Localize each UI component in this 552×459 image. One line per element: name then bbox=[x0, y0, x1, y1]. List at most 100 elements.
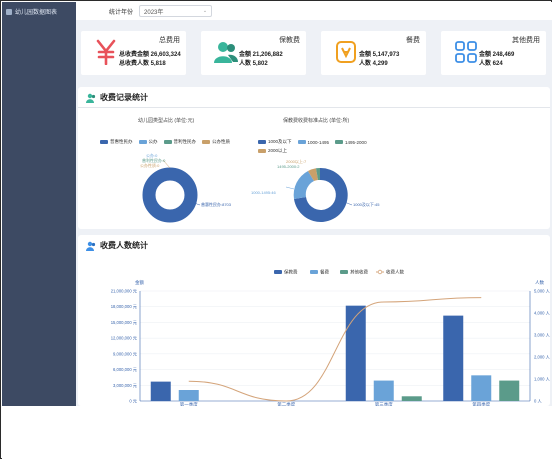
bar bbox=[401, 396, 422, 401]
card-line2: 人数 624 bbox=[479, 61, 503, 67]
card-total: 总费用 总收费金额 26,603,324 总收费人数 5,818 bbox=[81, 31, 186, 75]
people-panel-title: 收费人数统计 bbox=[86, 240, 148, 251]
bar bbox=[373, 380, 394, 401]
pie1-label-c: 公办性质:0 bbox=[140, 163, 160, 168]
pie1-legend: 普惠性民办 公办 普利性民办 公办性质 bbox=[100, 139, 250, 145]
pie1-label-b: 普利性民办:0 bbox=[142, 158, 166, 163]
y2-tick-label: 4,000 人 bbox=[534, 311, 550, 316]
y2-tick-label: 1,000 人 bbox=[534, 377, 550, 382]
card-other: 其他费用 金额 248,469 人数 624 bbox=[441, 31, 546, 75]
line-series bbox=[188, 297, 482, 402]
records-panel-title: 收费记录统计 bbox=[86, 92, 148, 103]
y-tick-label: 9,000,000 元 bbox=[113, 351, 137, 357]
pie2-leader bbox=[285, 186, 295, 190]
users-icon bbox=[213, 39, 239, 65]
pie2-label-b: 2000以上:7 bbox=[286, 159, 307, 164]
users-icon bbox=[86, 241, 96, 251]
year-label: 统计年份 bbox=[109, 9, 134, 16]
legend-item[interactable]: 普利性民办 bbox=[163, 139, 197, 145]
pie2-leader bbox=[341, 200, 353, 206]
legend-label: 其他收费 bbox=[350, 269, 368, 276]
card-title: 餐费 bbox=[406, 37, 420, 44]
divider bbox=[78, 107, 550, 108]
x-tick-label: 第三季度 bbox=[375, 401, 393, 406]
legend-swatch bbox=[340, 270, 348, 274]
y-tick-label: 21,000,000 元 bbox=[111, 289, 137, 295]
pie2-label-a: 1000-1495:46 bbox=[251, 190, 276, 195]
card-line1: 金额 5,147,973 bbox=[359, 52, 400, 58]
legend-label: 公办性质 bbox=[212, 139, 230, 144]
y-tick-label: 0 元 bbox=[129, 399, 137, 405]
y-tick-label: 12,000,000 元 bbox=[111, 336, 137, 342]
pie2-legend: 1000及以下 1000-1495 1495-2000 2000以上 bbox=[258, 139, 398, 154]
sidebar-item-charts[interactable]: 幼儿园数据图表 bbox=[6, 7, 57, 16]
people-panel: 收费人数统计 保教费 餐费 其他收费 收费人数 金额 人数 0 元 3,000,000 元 6,… bbox=[78, 235, 550, 406]
main-content: 统计年份 2023年 ⌄ 总费用 总收费金额 26,603,324 总收费人数 … bbox=[76, 2, 552, 406]
legend-label: 收费人数 bbox=[386, 269, 404, 276]
pie1-label-a: 公办:0 bbox=[146, 153, 158, 158]
card-line1: 金额 21,206,882 bbox=[239, 52, 283, 58]
y-tick-label: 18,000,000 元 bbox=[111, 304, 137, 310]
legend-label: 1000-1495 bbox=[307, 139, 330, 145]
users-icon bbox=[86, 93, 96, 103]
y2-tick-label: 3,000 人 bbox=[534, 333, 550, 338]
bar bbox=[499, 380, 520, 401]
legend-item[interactable]: 普惠性民办 bbox=[100, 139, 133, 145]
year-select[interactable]: 2023年 ⌄ bbox=[139, 5, 213, 17]
yen-icon bbox=[93, 39, 119, 65]
pie1-leader bbox=[187, 200, 201, 206]
legend-label: 1495-2000 bbox=[345, 139, 367, 145]
bar bbox=[471, 375, 492, 401]
panel-title-text: 收费人数统计 bbox=[100, 241, 148, 250]
sidebar: 幼儿园数据图表 bbox=[2, 2, 76, 406]
bar bbox=[443, 315, 464, 401]
chevron-down-icon: ⌄ bbox=[202, 8, 208, 14]
pie1-leader bbox=[162, 159, 171, 169]
y-tick-label: 3,000,000 元 bbox=[113, 383, 137, 389]
card-meal: 餐费 金额 5,147,973 人数 4,299 bbox=[321, 31, 426, 75]
x-tick-label: 第二季度 bbox=[277, 401, 295, 406]
legend-label: 保教费 bbox=[284, 269, 298, 276]
x-tick-label: 第四季度 bbox=[472, 401, 490, 406]
pie1-chart bbox=[142, 159, 201, 223]
pie2-label-c: 1495-2000:2 bbox=[277, 164, 300, 169]
pie2-label-main: 1000及以下:45 bbox=[353, 202, 380, 207]
pie1-slice-main[interactable] bbox=[142, 167, 198, 223]
card-line2: 总收费人数 5,818 bbox=[119, 61, 166, 67]
pie1-title: 幼儿园类型占比 (单位:元) bbox=[138, 118, 195, 124]
legend-label: 普利性民办 bbox=[173, 139, 197, 144]
chart-icon bbox=[6, 8, 12, 15]
card-title: 其他费用 bbox=[512, 37, 540, 44]
legend-label: 1000及以下 bbox=[268, 139, 292, 144]
card-title: 保教费 bbox=[279, 37, 300, 44]
legend-label: 普惠性民办 bbox=[110, 139, 133, 144]
pie2-chart bbox=[285, 167, 353, 222]
y2-tick-label: 5,000 人 bbox=[534, 289, 550, 294]
legend-item[interactable]: 公办 bbox=[138, 139, 158, 145]
pie2-slice-main[interactable] bbox=[294, 167, 348, 222]
card-title: 总费用 bbox=[159, 37, 180, 44]
legend-item[interactable]: 1000-1495 bbox=[297, 139, 330, 145]
y2-tick-label: 0 人 bbox=[534, 399, 542, 404]
y2-axis-label: 人数 bbox=[535, 279, 544, 286]
legend-item[interactable]: 1000及以下 bbox=[258, 139, 292, 145]
pie2-slice-c[interactable] bbox=[316, 168, 320, 180]
card-line2: 人数 4,299 bbox=[359, 61, 388, 67]
legend-swatch bbox=[377, 269, 383, 275]
card-line2: 人数 5,802 bbox=[239, 61, 268, 67]
card-line1: 总收费金额 26,603,324 bbox=[119, 52, 181, 58]
pie2-title: 保教费收费标准占比 (单位:所) bbox=[283, 118, 350, 124]
grid-icon bbox=[453, 39, 479, 65]
y2-tick-label: 2,000 人 bbox=[534, 355, 550, 360]
pie2-slice-b[interactable] bbox=[308, 168, 318, 181]
card-line1: 金额 248,469 bbox=[479, 52, 515, 58]
pie1-label-main: 普惠性民办:8703 bbox=[201, 202, 232, 207]
pie2-slice-a[interactable] bbox=[293, 171, 314, 199]
legend-label: 公办 bbox=[148, 139, 158, 144]
records-panel: 收费记录统计 幼儿园类型占比 (单位:元) 普惠性民办 公办 普利性民办 公办性… bbox=[78, 87, 550, 229]
legend-item[interactable]: 1495-2000 bbox=[335, 139, 367, 145]
legend-item[interactable]: 公办性质 bbox=[202, 139, 230, 145]
legend-item[interactable]: 2000以上 bbox=[258, 148, 287, 154]
